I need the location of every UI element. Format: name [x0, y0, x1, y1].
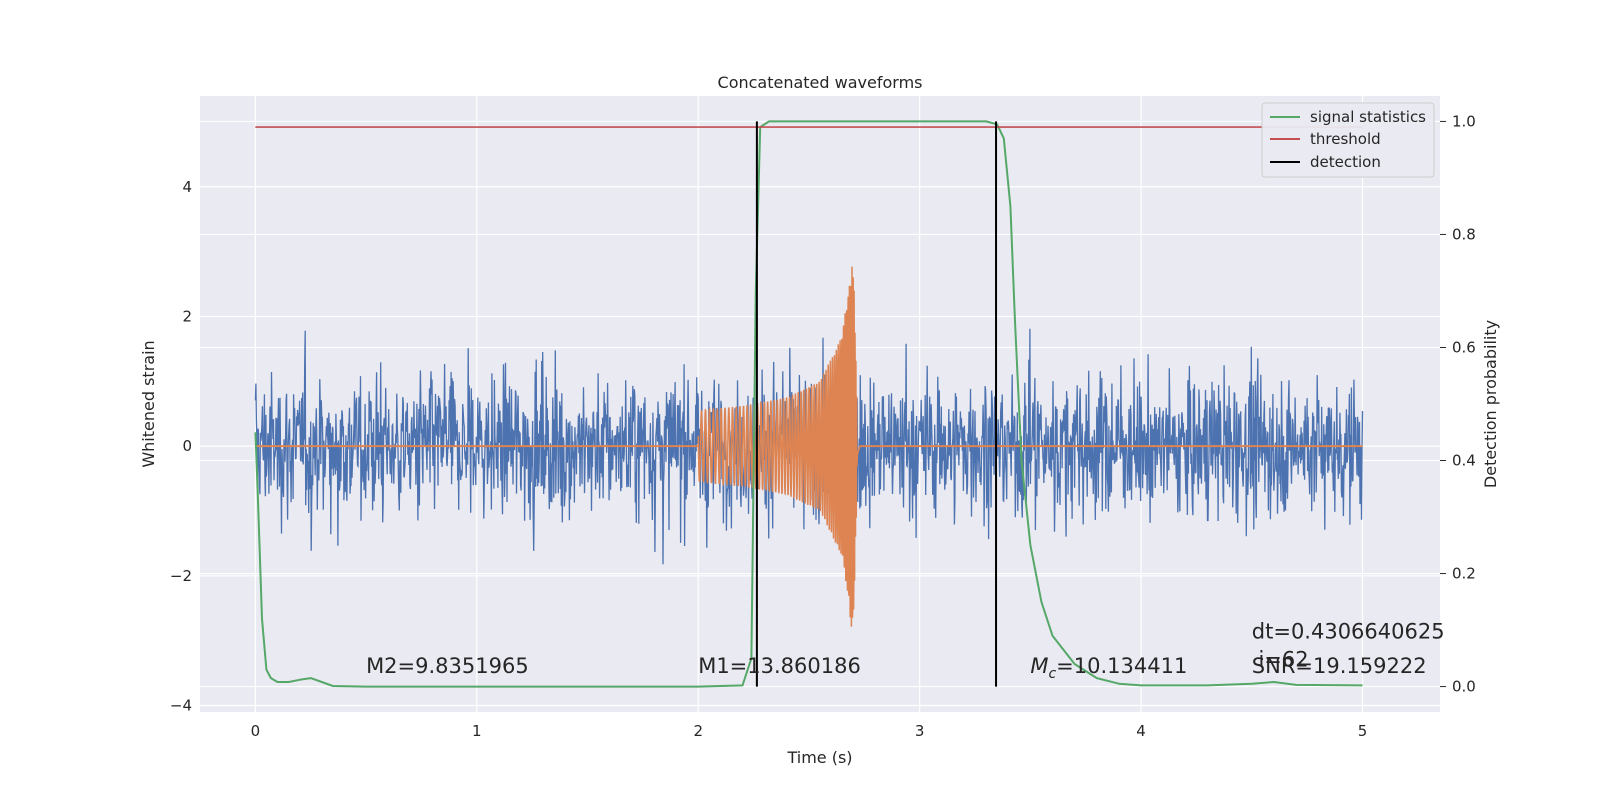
annotation: i=62: [1252, 648, 1309, 672]
annotation: SNR=19.159222: [1252, 654, 1427, 678]
y-axis-label: Whitened strain: [139, 340, 158, 467]
x-tick-label: 5: [1358, 722, 1368, 740]
y-tick-label: 2: [182, 307, 192, 325]
annotation: Mc=10.134411: [1030, 654, 1187, 682]
y-tick-label: 4: [182, 178, 192, 196]
x-tick-label: 0: [251, 722, 261, 740]
chart-title: Concatenated waveforms: [718, 73, 923, 92]
y-tick-label: −2: [170, 567, 192, 585]
annotation: M2=9.8351965: [366, 654, 529, 678]
right-axis-series: [254, 120, 1363, 688]
x-tick-label: 1: [472, 722, 482, 740]
x-tick-label: 4: [1136, 722, 1146, 740]
template-chirp: [697, 266, 861, 627]
x-tick-label: 2: [693, 722, 703, 740]
y2-axis-label: Detection probability: [1481, 320, 1500, 488]
y-tick-label: 0: [182, 437, 192, 455]
legend-label-detection: detection: [1310, 153, 1381, 171]
y2-tick-label: 0.0: [1452, 678, 1476, 696]
y2-tick-label: 1.0: [1452, 112, 1476, 130]
y2-tick-label: 0.2: [1452, 565, 1476, 583]
legend: signal statistics threshold detection: [1261, 102, 1435, 178]
y2-tick-label: 0.6: [1452, 338, 1476, 356]
annotation: dt=0.4306640625: [1252, 620, 1445, 644]
legend-label-signal: signal statistics: [1310, 108, 1426, 126]
template-series: [255, 266, 1363, 627]
y2-tick-label: 0.8: [1452, 225, 1476, 243]
x-tick-label: 3: [915, 722, 925, 740]
annotations: M2=9.8351965 M1=13.860186 Mc=10.134411 dt=0…: [366, 620, 1445, 682]
signal-statistics-line: [254, 120, 1363, 688]
legend-label-threshold: threshold: [1310, 130, 1381, 148]
x-axis-label: Time (s): [786, 748, 852, 767]
legend-box: [1261, 102, 1435, 178]
ticks: 0 1 2 3 4 5 −4 −2 0 2 4 0.0 0.2 0.4 0.6 0.8 1.0: [170, 112, 1476, 740]
y2-tick-label: 0.4: [1452, 452, 1476, 470]
annotation: M1=13.860186: [698, 654, 861, 678]
y-tick-label: −4: [170, 697, 192, 715]
